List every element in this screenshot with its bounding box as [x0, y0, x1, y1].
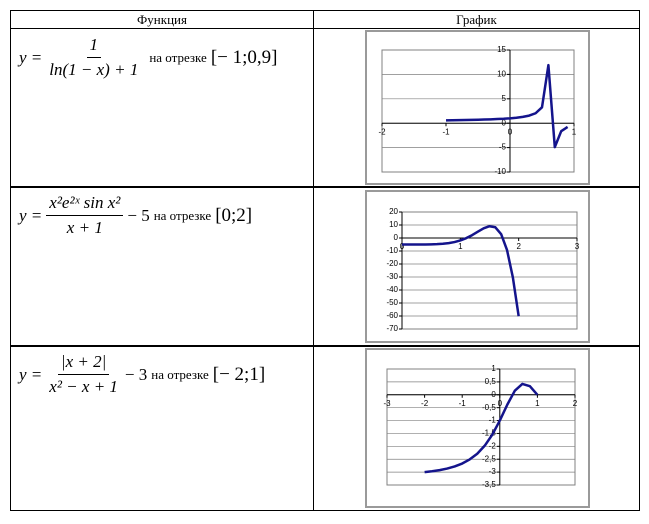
x-tick-label: 3 [575, 242, 580, 251]
x-tick-label: -3 [383, 399, 391, 408]
chart-box: -70-60-50-40-30-20-10010200123 [365, 190, 590, 343]
line-series [424, 382, 539, 474]
formula: y = |x + 2| x² − x + 1 − 3 на отрезке [− 2;1] [19, 352, 265, 397]
y-tick-label: 20 [389, 207, 398, 216]
formula-tail: − 3 [124, 364, 148, 384]
formula: y = 1 ln(1 − x) + 1 на отрезке [− 1;0,9] [19, 35, 277, 80]
formula-cell: y = 1 ln(1 − x) + 1 на отрезке [− 1;0,9] [10, 28, 314, 188]
x-tick-label: 1 [458, 242, 463, 251]
y-tick-label: 5 [502, 94, 507, 103]
formula-lhs: y = [19, 205, 43, 225]
y-tick-label: -1,5 [482, 429, 496, 438]
formula-lhs: y = [19, 47, 43, 67]
y-tick-label: -0,5 [482, 403, 496, 412]
formula-lhs: y = [19, 364, 43, 384]
formula-tail: − 5 [127, 205, 150, 225]
interval-text: на отрезке [149, 49, 207, 65]
y-tick-label: -10 [494, 167, 506, 176]
chart-box: -3,5-3-2,5-2-1,5-1-0,500,51-3-2-1012 [365, 348, 590, 508]
header-text: График [456, 12, 497, 27]
interval: [− 2;1] [212, 363, 266, 385]
formula: y = x²e²ˣ sin x² x + 1 − 5 на отрезке [0;2] [19, 193, 252, 238]
interval-text: на отрезке [153, 207, 212, 223]
y-tick-label: 1 [491, 364, 496, 373]
y-tick-label: -10 [386, 246, 398, 255]
grid-cell [313, 345, 640, 511]
y-tick-label: 0,5 [485, 377, 497, 386]
x-tick-label: -1 [442, 127, 450, 136]
y-tick-label: -5 [499, 143, 507, 152]
line-series [445, 63, 569, 149]
header-text: Функция [137, 12, 187, 27]
y-tick-label: -40 [386, 285, 398, 294]
y-tick-label: 10 [389, 220, 398, 229]
denominator: x² − x + 1 [49, 377, 118, 396]
y-tick-label: -70 [386, 324, 398, 333]
grid-cell [313, 28, 640, 188]
y-tick-label: -30 [386, 272, 398, 281]
chart: -10-5051015-2-101 [378, 45, 577, 176]
x-tick-label: 1 [572, 127, 577, 136]
plot-area [381, 49, 575, 173]
line-series [402, 224, 520, 317]
x-tick-label: -1 [459, 399, 467, 408]
interval-text: на отрезке [151, 366, 209, 382]
chart: -70-60-50-40-30-20-10010200123 [386, 207, 580, 333]
chart-box: -10-5051015-2-101 [365, 30, 590, 185]
formula-cell: y = |x + 2| x² − x + 1 − 3 на отрезке [− 2;1] [10, 345, 314, 511]
interval: [− 1;0,9] [210, 46, 278, 68]
y-tick-label: 15 [497, 45, 506, 54]
x-tick-label: -2 [421, 399, 429, 408]
interval: [0;2] [215, 204, 253, 226]
x-tick-label: 2 [573, 399, 578, 408]
y-tick-label: -50 [386, 298, 398, 307]
header-cell: Функция [10, 10, 314, 29]
x-tick-label: 1 [535, 399, 540, 408]
numerator: 1 [86, 35, 102, 58]
x-tick-label: 2 [516, 242, 521, 251]
x-tick-label: -2 [378, 127, 386, 136]
y-tick-label: 0 [394, 233, 399, 242]
y-tick-label: -2 [489, 441, 497, 450]
y-tick-label: -3 [489, 467, 497, 476]
fraction: x²e²ˣ sin x² x + 1 [46, 193, 124, 238]
fraction: |x + 2| x² − x + 1 [46, 352, 121, 397]
header-cell: График [313, 10, 640, 29]
y-tick-label: -1 [489, 416, 497, 425]
plot-area [401, 211, 578, 330]
denominator: x + 1 [66, 218, 103, 237]
numerator: x²e²ˣ sin x² [46, 193, 124, 216]
denominator: ln(1 − x) + 1 [49, 60, 139, 79]
y-tick-label: -60 [386, 311, 398, 320]
y-tick-label: -3,5 [482, 480, 496, 489]
y-tick-label: -20 [386, 259, 398, 268]
fraction: 1 ln(1 − x) + 1 [46, 35, 141, 80]
y-tick-label: -2,5 [482, 454, 496, 463]
plot-area [386, 368, 576, 486]
chart: -3,5-3-2,5-2-1,5-1-0,500,51-3-2-1012 [383, 364, 578, 489]
numerator: |x + 2| [57, 352, 110, 375]
formula-cell: y = x²e²ˣ sin x² x + 1 − 5 на отрезке [0;2] [10, 186, 314, 347]
y-tick-label: 10 [497, 70, 506, 79]
grid-cell [313, 186, 640, 347]
